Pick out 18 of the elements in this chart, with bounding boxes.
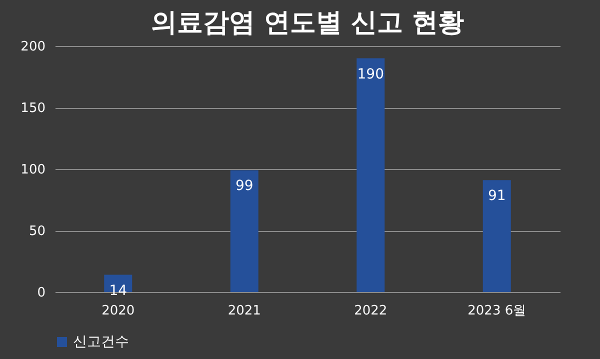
y-tick-label: 150 bbox=[20, 101, 46, 116]
data-label: 14 bbox=[109, 282, 128, 299]
y-tick-label: 50 bbox=[28, 224, 46, 239]
data-label: 190 bbox=[357, 66, 384, 82]
data-label: 91 bbox=[488, 188, 506, 204]
data-label: 99 bbox=[235, 178, 254, 194]
legend-label: 신고건수 bbox=[73, 334, 129, 350]
x-tick-label: 2020 bbox=[102, 304, 135, 318]
y-tick-label: 100 bbox=[20, 162, 46, 178]
bar bbox=[230, 170, 258, 292]
y-tick-label: 200 bbox=[20, 40, 46, 54]
x-tick-label: 2022 bbox=[354, 304, 388, 318]
x-tick-label: 2021 bbox=[228, 304, 261, 318]
x-tick-label: 2023 6월 bbox=[468, 304, 526, 318]
y-tick-label: 0 bbox=[37, 286, 46, 300]
bar bbox=[482, 180, 511, 292]
chart-title: 의료감염 연도별 신고 현황 bbox=[150, 8, 464, 38]
bar bbox=[356, 58, 385, 292]
